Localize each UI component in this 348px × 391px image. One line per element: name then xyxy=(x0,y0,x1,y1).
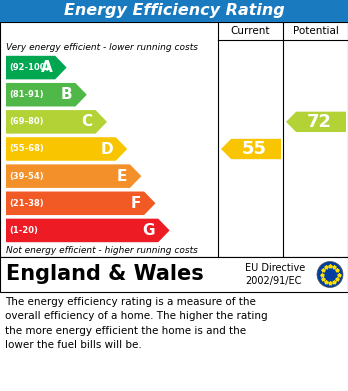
Text: EU Directive
2002/91/EC: EU Directive 2002/91/EC xyxy=(245,263,305,286)
Text: (92-100): (92-100) xyxy=(9,63,49,72)
Polygon shape xyxy=(221,139,281,159)
Text: D: D xyxy=(100,142,113,156)
Circle shape xyxy=(317,262,343,287)
Text: (69-80): (69-80) xyxy=(9,117,44,126)
Text: (1-20): (1-20) xyxy=(9,226,38,235)
Text: (39-54): (39-54) xyxy=(9,172,44,181)
Bar xyxy=(0,22,348,257)
Text: Energy Efficiency Rating: Energy Efficiency Rating xyxy=(64,4,284,18)
Polygon shape xyxy=(6,110,107,134)
Text: B: B xyxy=(61,87,72,102)
Text: (55-68): (55-68) xyxy=(9,145,44,154)
Text: 55: 55 xyxy=(242,140,267,158)
Text: Very energy efficient - lower running costs: Very energy efficient - lower running co… xyxy=(6,43,198,52)
Polygon shape xyxy=(6,219,169,242)
Polygon shape xyxy=(6,137,127,161)
Polygon shape xyxy=(6,56,66,79)
Text: Potential: Potential xyxy=(293,26,339,36)
Bar xyxy=(0,0,348,22)
Text: England & Wales: England & Wales xyxy=(6,264,204,285)
Text: Current: Current xyxy=(231,26,270,36)
Text: E: E xyxy=(117,169,127,184)
Text: F: F xyxy=(131,196,141,211)
Text: C: C xyxy=(81,114,93,129)
Bar xyxy=(0,257,348,292)
Text: A: A xyxy=(40,60,52,75)
Polygon shape xyxy=(6,164,141,188)
Polygon shape xyxy=(6,192,156,215)
Text: (81-91): (81-91) xyxy=(9,90,44,99)
Text: The energy efficiency rating is a measure of the
overall efficiency of a home. T: The energy efficiency rating is a measur… xyxy=(5,297,268,350)
Text: (21-38): (21-38) xyxy=(9,199,44,208)
Text: 72: 72 xyxy=(307,113,332,131)
Text: Not energy efficient - higher running costs: Not energy efficient - higher running co… xyxy=(6,246,198,255)
Polygon shape xyxy=(286,112,346,132)
Polygon shape xyxy=(6,83,87,106)
Text: G: G xyxy=(143,223,155,238)
